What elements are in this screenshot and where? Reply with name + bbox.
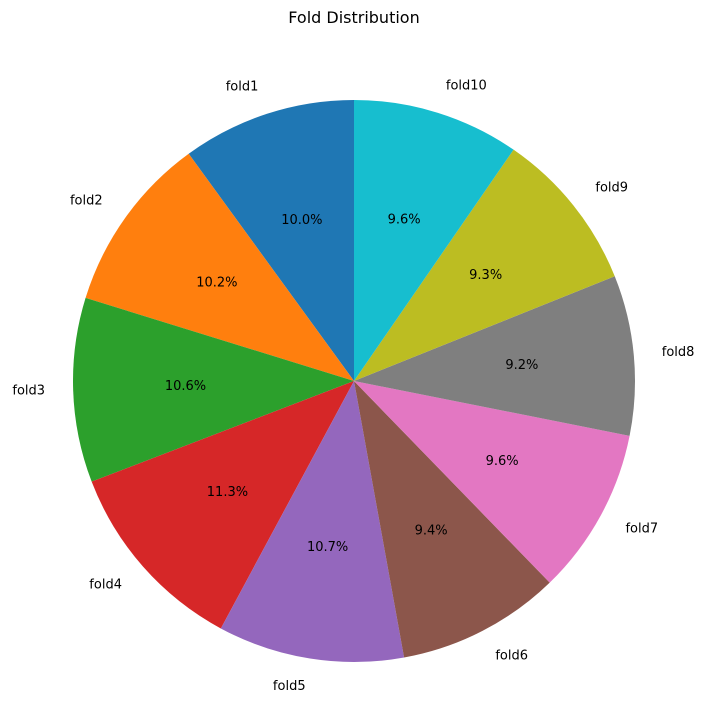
slice-percent-fold9: 9.3% [469, 268, 502, 283]
pie-slice-fold8 [354, 276, 636, 436]
pie-slice-fold2 [85, 153, 354, 381]
slice-label-fold4: fold4 [89, 578, 122, 593]
slice-label-fold7: fold7 [625, 521, 658, 536]
slice-label-fold2: fold2 [70, 194, 103, 209]
slice-label-fold8: fold8 [662, 345, 695, 360]
pie-slice-fold1 [188, 100, 354, 381]
slice-label-fold9: fold9 [595, 180, 628, 195]
pie-labels: fold1 10.0% fold2 10.2% fold3 10.6% fold4 11.3%… [12, 78, 694, 693]
slice-label-fold1: fold1 [226, 80, 259, 95]
chart-title: Fold Distribution [288, 8, 419, 27]
slice-label-fold3: fold3 [12, 384, 45, 399]
pie-slice-fold7 [354, 381, 630, 583]
pie-slice-fold9 [354, 149, 615, 381]
slice-percent-fold3: 10.6% [165, 379, 206, 394]
pie-slice-fold6 [354, 381, 550, 658]
slice-percent-fold8: 9.2% [505, 358, 538, 373]
slice-percent-fold10: 9.6% [388, 213, 421, 228]
pie-slice-fold3 [73, 297, 354, 482]
slice-percent-fold1: 10.0% [281, 213, 322, 228]
pie-slice-fold5 [220, 381, 405, 663]
slice-label-fold5: fold5 [273, 679, 306, 694]
slice-percent-fold5: 10.7% [307, 540, 348, 555]
slice-percent-fold6: 9.4% [415, 523, 448, 538]
slice-percent-fold7: 9.6% [486, 454, 519, 469]
slice-percent-fold4: 11.3% [207, 485, 248, 500]
pie-slices [73, 100, 636, 663]
slice-percent-fold2: 10.2% [196, 275, 237, 290]
pie-slice-fold10 [354, 100, 514, 381]
slice-label-fold10: fold10 [446, 78, 487, 93]
slice-label-fold6: fold6 [495, 648, 528, 663]
pie-slice-fold4 [91, 381, 355, 629]
